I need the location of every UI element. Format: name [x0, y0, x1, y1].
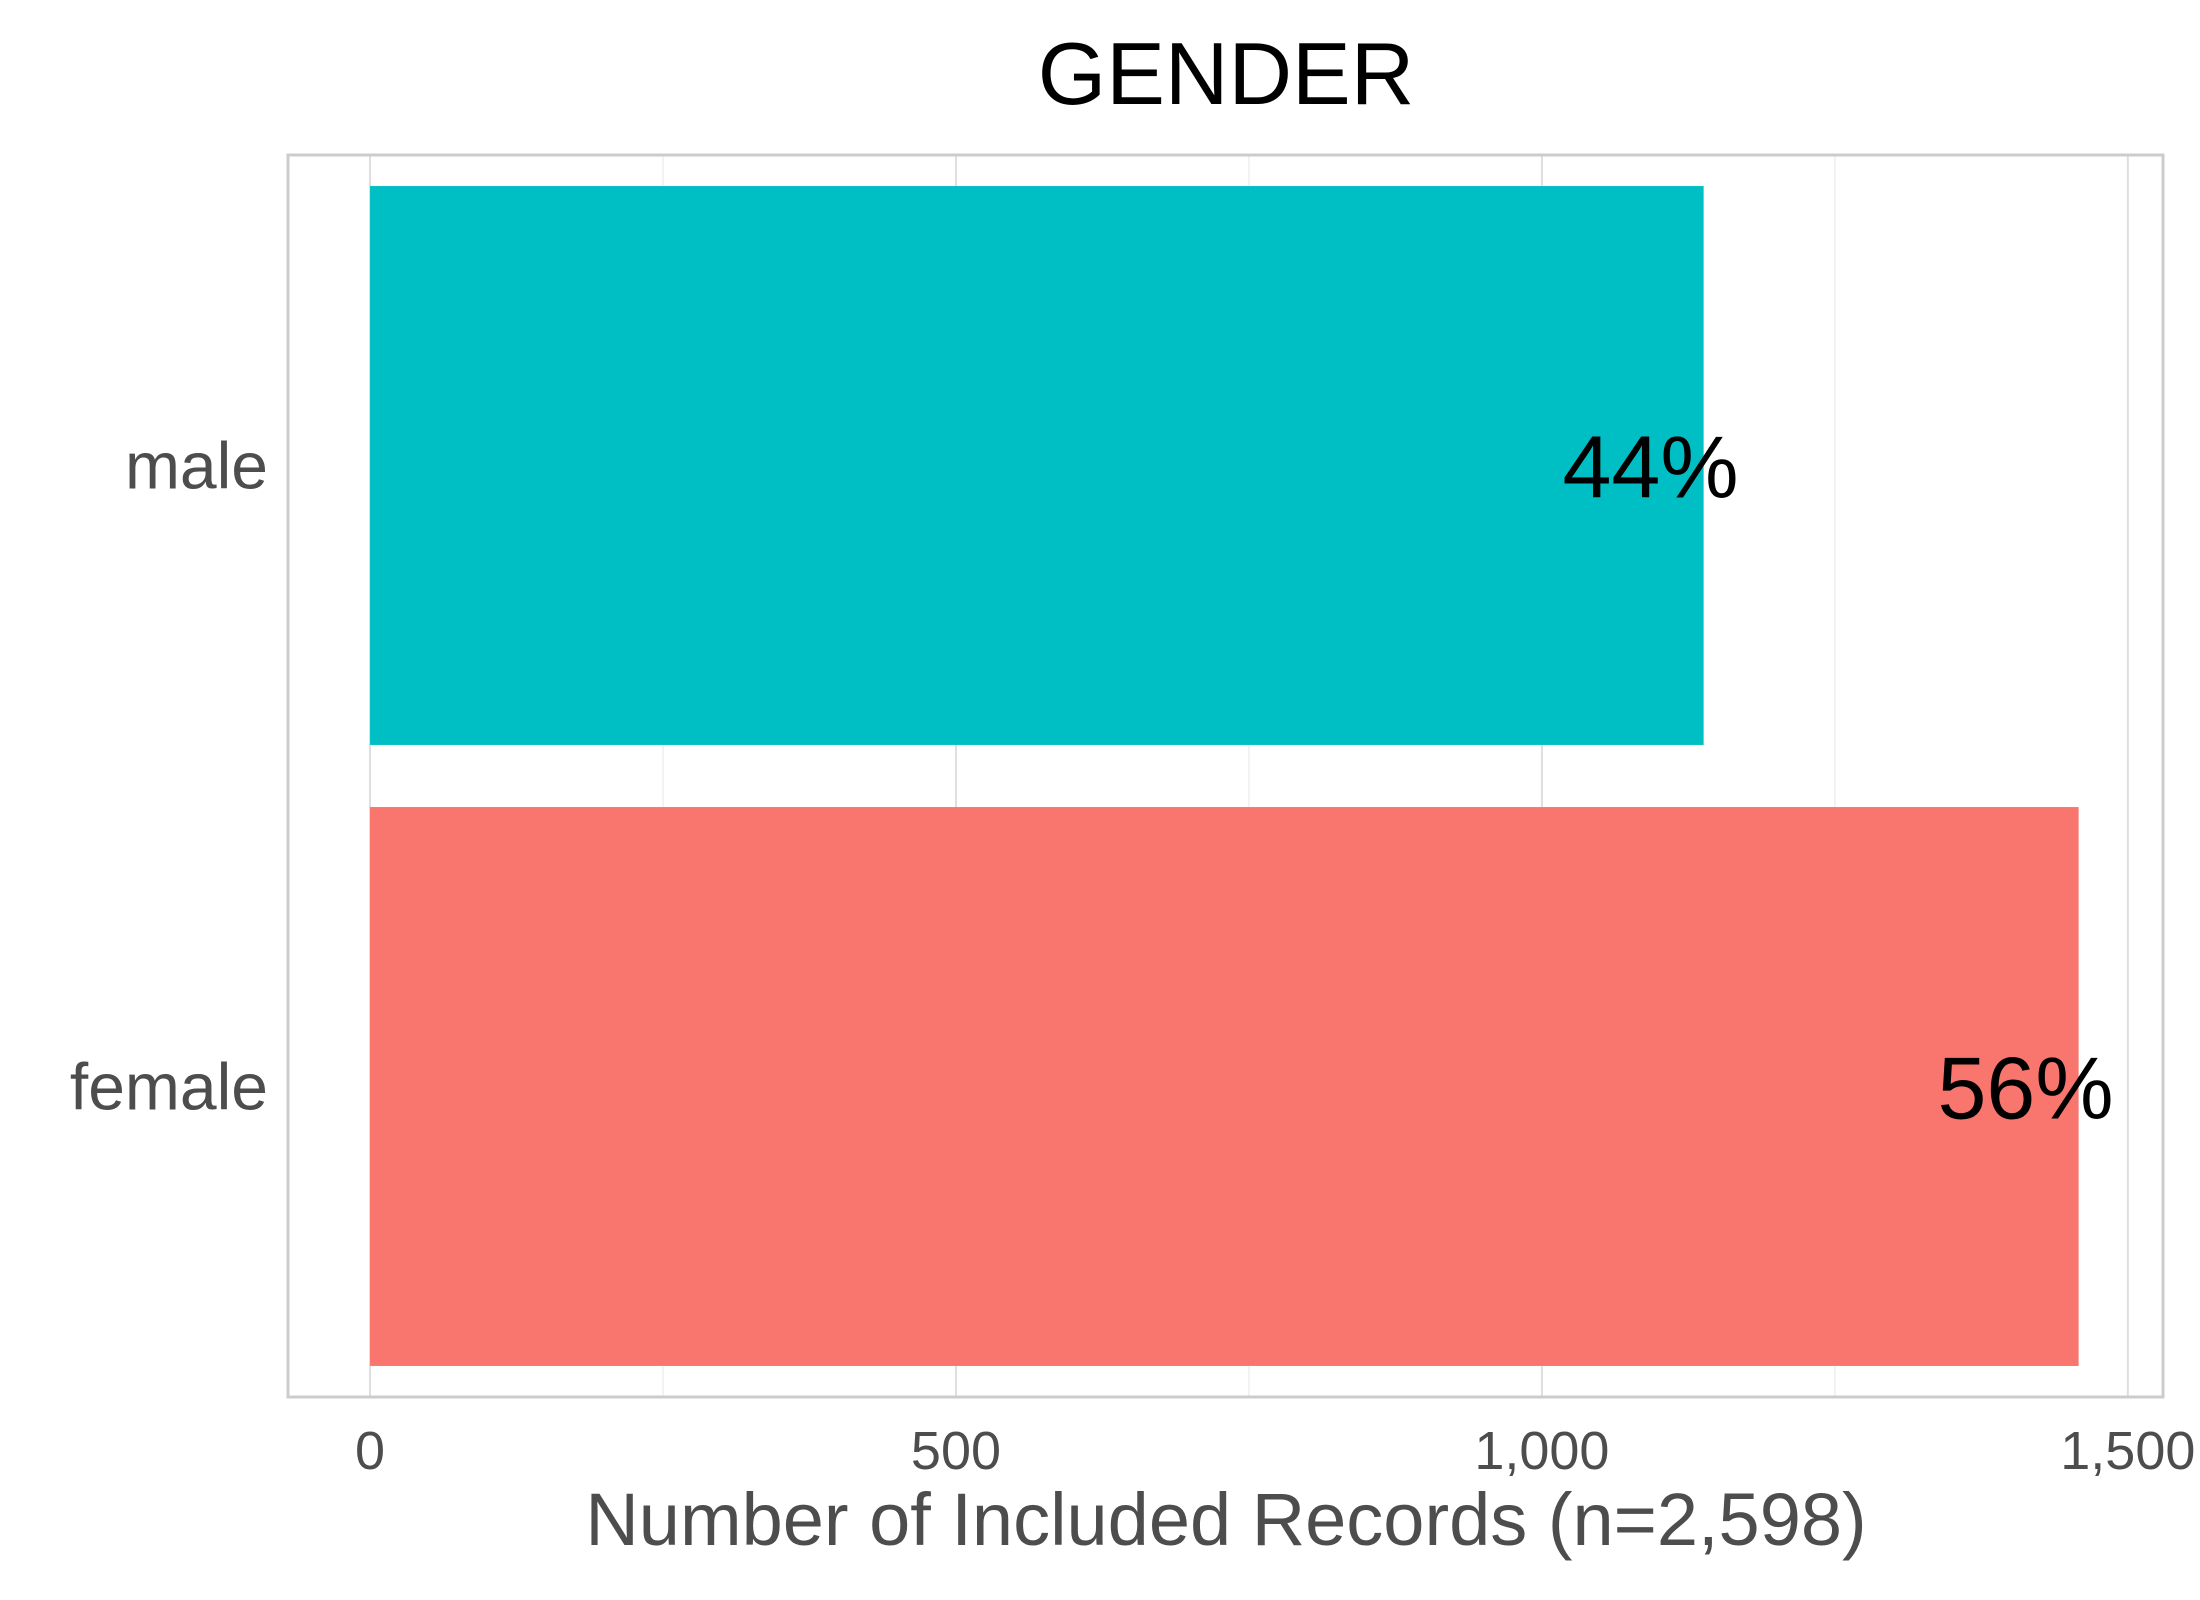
- plot-panel-border: [286, 153, 2165, 1399]
- y-category-label: female: [70, 1050, 268, 1124]
- bar-female: [370, 807, 2079, 1366]
- bar-male: [370, 186, 1704, 745]
- x-tick-label: 1,500: [2060, 1421, 2195, 1481]
- x-tick-label: 1,000: [1474, 1421, 1609, 1481]
- bar-data-label: 56%: [1937, 1039, 2113, 1138]
- x-axis-title: Number of Included Records (n=2,598): [585, 1478, 1866, 1561]
- y-category-label: male: [125, 429, 268, 503]
- labels: 0 500 1,000 1,500 male 44% female 56%: [70, 418, 2196, 1482]
- x-tick-label: 0: [355, 1421, 385, 1481]
- bar-data-label: 44%: [1562, 418, 1738, 517]
- chart-title: GENDER: [1038, 24, 1415, 123]
- bars: [370, 186, 2079, 1366]
- x-tick-label: 500: [911, 1421, 1001, 1481]
